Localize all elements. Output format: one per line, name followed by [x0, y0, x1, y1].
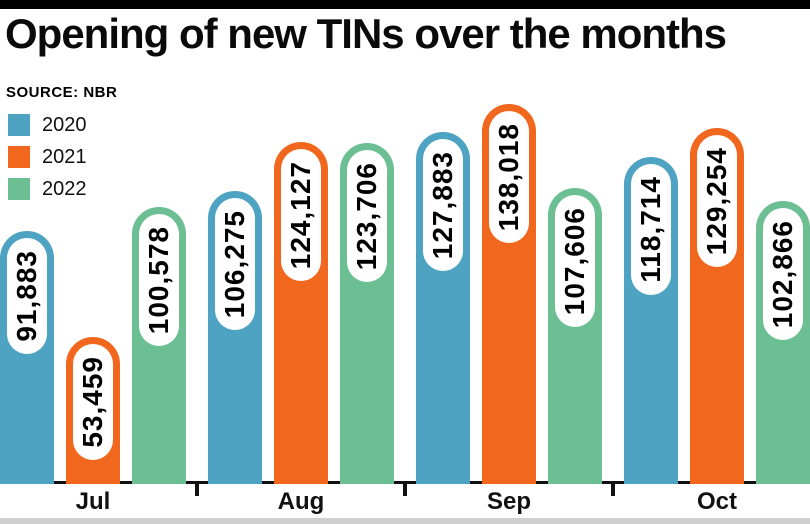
- bar-2020-oct: 118,714: [624, 157, 678, 484]
- legend-swatch-2020: [8, 114, 30, 136]
- value-pill-2021-sep: 138,018: [489, 111, 529, 244]
- x-axis-label-sep: Sep: [486, 488, 531, 515]
- bar-2022-aug: 123,706: [340, 143, 394, 484]
- bar-value-label: 138,018: [493, 123, 524, 232]
- bar-value-label: 106,275: [219, 210, 250, 319]
- top-border-bar: [0, 0, 810, 9]
- value-pill-2020-aug: 106,275: [215, 198, 255, 331]
- bar-2021-oct: 129,254: [690, 128, 744, 484]
- value-pill-2021-jul: 53,459: [73, 344, 113, 460]
- source-label: SOURCE: NBR: [6, 84, 118, 101]
- bottom-border-bar: [0, 518, 810, 524]
- legend-swatch-2022: [8, 178, 30, 200]
- bar-2021-jul: 53,459: [66, 337, 120, 484]
- bar-2020-sep: 127,883: [416, 132, 470, 484]
- x-axis-tick: [403, 484, 407, 496]
- legend-item-2022: 2022: [8, 178, 87, 200]
- x-axis-tick: [611, 484, 615, 496]
- value-pill-2020-oct: 118,714: [631, 164, 671, 295]
- value-pill-2021-oct: 129,254: [697, 135, 737, 268]
- value-pill-2022-sep: 107,606: [555, 195, 595, 328]
- legend-item-2020: 2020: [8, 114, 87, 136]
- bar-value-label: 91,883: [11, 250, 42, 342]
- value-pill-2021-aug: 124,127: [281, 149, 321, 282]
- legend-label: 2020: [42, 114, 87, 136]
- value-pill-2022-jul: 100,578: [139, 214, 179, 347]
- bar-value-label: 100,578: [143, 226, 174, 335]
- x-axis-label-aug: Aug: [277, 488, 325, 515]
- value-pill-2022-oct: 102,866: [763, 208, 803, 341]
- bar-value-label: 129,254: [701, 147, 732, 256]
- bar-2020-jul: 91,883: [0, 231, 54, 484]
- bar-2022-jul: 100,578: [132, 207, 186, 484]
- bar-value-label: 123,706: [351, 162, 382, 271]
- bar-2021-aug: 124,127: [274, 142, 328, 484]
- value-pill-2020-sep: 127,883: [423, 139, 463, 272]
- legend-swatch-2021: [8, 146, 30, 168]
- bar-value-label: 107,606: [559, 207, 590, 316]
- legend-label: 2021: [42, 146, 87, 168]
- bar-value-label: 118,714: [635, 176, 666, 283]
- bar-value-label: 124,127: [285, 161, 316, 270]
- value-pill-2020-jul: 91,883: [7, 238, 47, 354]
- legend-item-2021: 2021: [8, 146, 87, 168]
- legend-label: 2022: [42, 178, 87, 200]
- chart-title: Opening of new TINs over the months: [5, 10, 727, 57]
- bar-2020-aug: 106,275: [208, 191, 262, 484]
- x-axis-line: [0, 481, 810, 484]
- bar-2022-oct: 102,866: [756, 201, 810, 484]
- bar-value-label: 127,883: [427, 151, 458, 260]
- value-pill-2022-aug: 123,706: [347, 150, 387, 283]
- x-axis-label-oct: Oct: [696, 488, 737, 515]
- bar-2022-sep: 107,606: [548, 188, 602, 484]
- x-axis-label-jul: Jul: [75, 488, 111, 515]
- bar-value-label: 102,866: [767, 220, 798, 329]
- bar-value-label: 53,459: [77, 356, 108, 448]
- legend: 2020 2021 2022: [8, 114, 87, 210]
- bar-2021-sep: 138,018: [482, 104, 536, 484]
- x-axis-tick: [195, 484, 199, 496]
